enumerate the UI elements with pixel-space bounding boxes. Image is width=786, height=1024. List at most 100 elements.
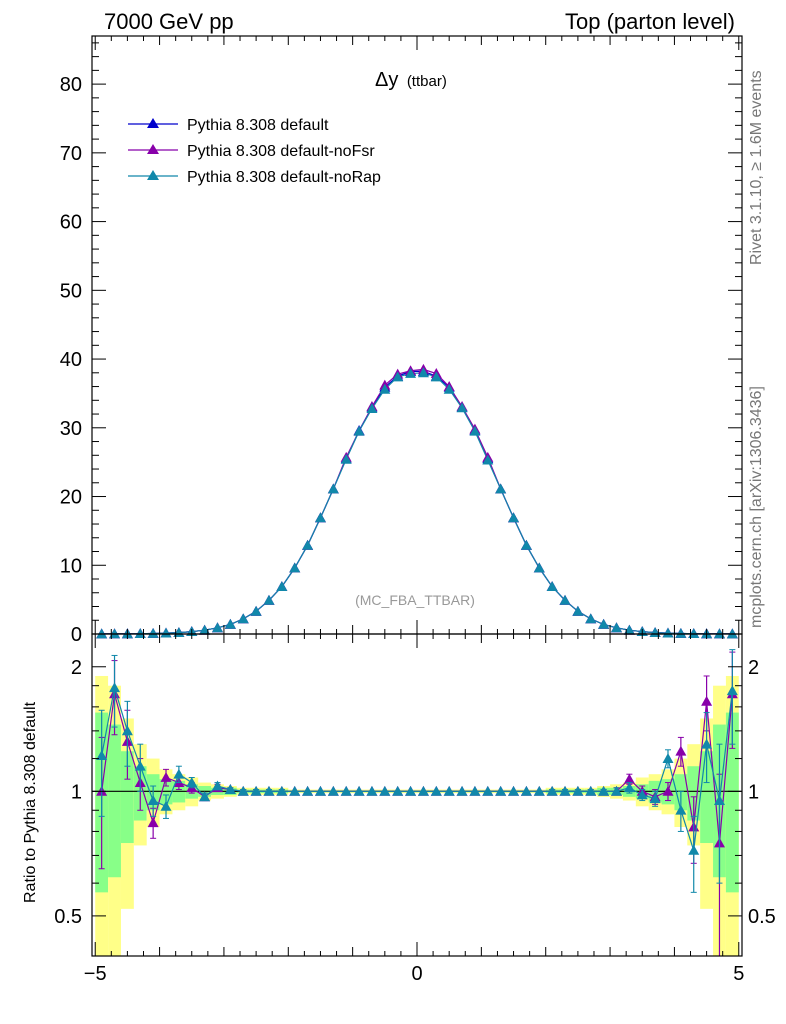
main-point-noRap [405,367,417,378]
main-point-noRap [572,605,584,616]
main-ytick-label: 50 [60,280,82,302]
ratio-point-noRap [495,785,507,796]
main-point-noRap [327,483,339,494]
ratio-point-noRap [443,785,455,796]
chart-title: Δy (ttbar) [375,69,447,91]
ratio-point-noRap [713,795,725,805]
ratio-point-noRap [186,777,198,787]
ratio-point-noRap [675,804,687,815]
ratio-ytick-label: 0.5 [54,906,82,928]
ratio-point-noFsr [701,695,713,706]
ratio-point-noRap [533,785,545,796]
ratio-point-noRap [430,785,442,796]
triangle-marker-icon [147,144,159,154]
main-point-noRap [96,628,108,639]
main-point-noRap [211,622,223,633]
main-point-noRap [430,371,442,382]
ratio-point-noRap [726,685,738,696]
ratio-ytick-label-right: 1 [748,781,759,803]
main-point-noRap [392,371,404,382]
main-ytick-label: 70 [60,143,82,165]
ratio-point-noRap [405,785,417,796]
main-point-noRap [263,594,275,605]
ratio-point-noFsr [160,772,172,782]
ratio-point-noRap [598,785,610,796]
main-point-noRap [417,367,429,378]
main-point-noRap [250,605,262,616]
main-point-noRap [379,383,391,394]
ratio-point-noRap [263,785,275,796]
main-series-layer [96,363,738,639]
header-right: Top (parton level) [565,9,735,34]
ratio-ytick-label-right: 2 [748,657,759,679]
ratio-point-noRap [585,785,597,796]
legend-entry-norap: Pythia 8.308 default-noRap [128,169,381,186]
main-ytick-label: 60 [60,212,82,234]
main-point-noRap [469,425,481,436]
legend: Pythia 8.308 default Pythia 8.308 defaul… [128,117,381,186]
ratio-point-noRap [302,785,314,796]
mcplots-label: mcplots.cern.ch [arXiv:1306.3436] [748,386,765,628]
main-ytick-label: 80 [60,74,82,96]
main-point-noRap [302,539,314,550]
ratio-point-noRap [636,789,648,800]
ratio-xtick-label: 5 [733,963,744,985]
main-point-noRap [314,512,326,523]
main-point-noRap [520,539,532,550]
axes-layer: 0 10 20 30 40 50 60 70 80 −5 0 5 0.5 0.5 1 1 2 2 [54,35,776,985]
ratio-point-noRap [109,682,121,693]
ratio-point-noRap [379,785,391,796]
ratio-point-noRap [546,785,558,796]
ratio-ytick-label: 2 [71,657,82,679]
ratio-point-noRap [508,785,520,796]
ratio-point-noRap [392,785,404,796]
ratio-point-noRap [160,800,172,811]
ratio-point-noRap [327,785,339,796]
main-point-noRap [598,618,610,629]
main-point-noRap [611,622,623,633]
main-point-noRap [456,402,468,413]
main-point-noRap [726,628,738,639]
ratio-xtick-label: 0 [411,963,422,985]
main-point-noRap [276,581,288,591]
ratio-point-noRap [289,785,301,796]
ratio-point-noRap [237,785,249,796]
legend-label-nofsr: Pythia 8.308 default-noFsr [187,143,375,160]
ratio-point-noRap [456,785,468,796]
legend-entry-nofsr: Pythia 8.308 default-noFsr [128,143,375,160]
ratio-point-noRap [520,785,532,796]
ratio-point-noRap [469,785,481,796]
main-point-noRap [366,403,378,413]
main-point-noRap [585,613,597,624]
main-ytick-label: 10 [60,555,82,577]
ratio-point-noFsr [623,773,635,784]
ratio-ytick-label-right: 0.5 [748,906,776,928]
ratio-series-line-noRap [101,687,733,851]
main-point-noRap [443,383,455,394]
ratio-point-noRap [353,785,365,796]
header-left: 7000 GeV pp [104,9,234,34]
main-point-noRap [160,627,172,638]
ratio-point-noRap [250,785,262,796]
legend-label-norap: Pythia 8.308 default-noRap [187,169,381,186]
ratio-point-noRap [366,785,378,796]
main-point-noRap [340,453,352,464]
ratio-point-noRap [224,784,236,794]
ratio-point-noFsr [147,817,159,828]
ratio-point-noRap [134,760,146,771]
ratio-point-noRap [340,785,352,796]
ratio-point-noRap [96,750,108,760]
ratio-point-noRap [314,785,326,796]
band-inner-bin [108,724,121,878]
main-point-noRap [237,613,249,624]
ratio-point-noRap [276,785,288,796]
main-point-noRap [495,483,507,494]
legend-label-default: Pythia 8.308 default [187,117,329,134]
ratio-band [92,675,742,956]
ratio-point-noRap [701,738,713,749]
ratio-point-noRap [147,795,159,805]
ratio-point-noRap [623,782,635,793]
main-point-noRap [662,627,674,638]
ratio-point-noRap [611,785,623,796]
